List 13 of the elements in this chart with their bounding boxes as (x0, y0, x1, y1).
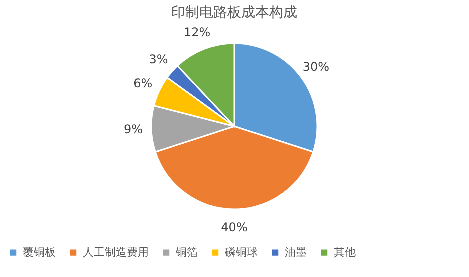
data-label: 3% (149, 52, 168, 67)
legend-label: 覆铜板 (23, 246, 56, 259)
legend-label: 铜箔 (175, 246, 198, 259)
data-label: 9% (124, 122, 144, 137)
legend-label: 其他 (334, 246, 356, 259)
legend-label: 人工制造费用 (83, 246, 149, 259)
chart-title: 印制电路板成本构成 (172, 5, 298, 21)
data-label: 30% (302, 60, 330, 74)
data-label: 12% (184, 26, 211, 40)
legend-label: 磷铜球 (224, 246, 258, 259)
data-label: 40% (221, 220, 248, 234)
data-label: 6% (134, 76, 153, 90)
legend-label: 油墨 (285, 246, 307, 259)
